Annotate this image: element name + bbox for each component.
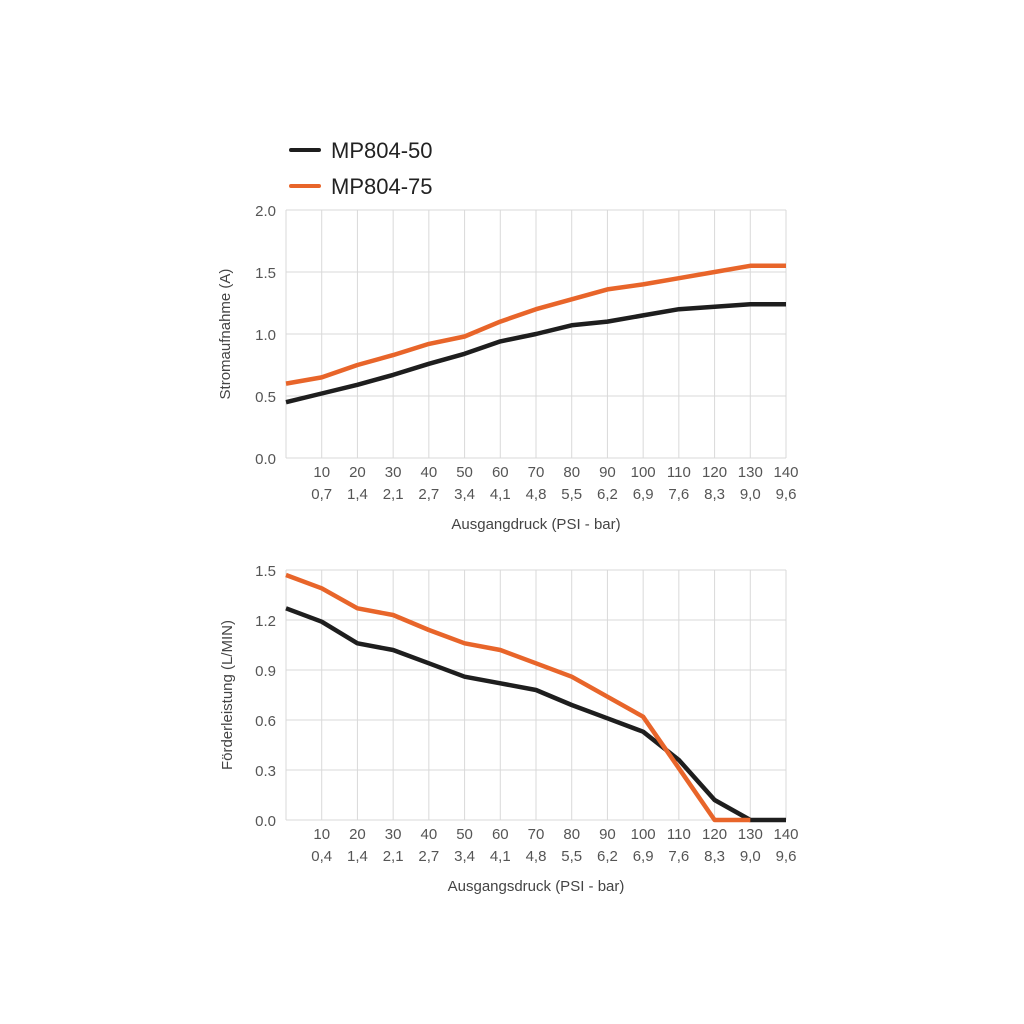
- x-tick-label-psi: 60: [492, 464, 509, 481]
- x-tick-label-psi: 100: [631, 464, 656, 481]
- x-tick-label-psi: 50: [456, 464, 473, 481]
- y-tick-label: 0.0: [255, 451, 276, 468]
- legend-label-2: MP804-75: [331, 174, 433, 199]
- current-draw-chart: 2.0 1.5 1.0 0.5 0.0 10 0,7 20 1,4 30 2,1 40 2,7 50 3,4…: [217, 203, 799, 533]
- x-tick-label-bar: 3,4: [454, 486, 475, 503]
- x-tick-label-psi: 80: [563, 464, 580, 481]
- x-tick-label-psi: 130: [738, 464, 763, 481]
- y-tick-label: 0.5: [255, 389, 276, 406]
- x-tick-label-bar: 7,6: [668, 848, 689, 865]
- x-tick-label-psi: 110: [667, 826, 691, 843]
- x-tick-label-psi: 90: [599, 464, 616, 481]
- x-tick-label-psi: 80: [563, 826, 580, 843]
- x-tick-label-psi: 10: [313, 826, 330, 843]
- x-tick-label-bar: 0,4: [311, 848, 332, 865]
- y-tick-label: 1.5: [255, 563, 276, 580]
- x-tick-label-bar: 0,7: [311, 486, 332, 503]
- x-tick-label-bar: 7,6: [668, 486, 689, 503]
- y-axis-title: Förderleistung (L/MIN): [219, 620, 236, 770]
- x-tick-label-psi: 140: [773, 464, 798, 481]
- y-tick-label: 2.0: [255, 203, 276, 220]
- series-line-mp804-75: [285, 572, 751, 823]
- x-tick-label-psi: 20: [349, 826, 366, 843]
- x-tick-label-psi: 120: [702, 826, 727, 843]
- flow-rate-chart: 1.5 1.2 0.9 0.6 0.3 0.0 10 0,4 20 1,4 30 2,1 40 2,7 50…: [219, 563, 799, 895]
- x-tick-label-bar: 9,0: [740, 848, 761, 865]
- x-tick-label-psi: 10: [313, 464, 330, 481]
- x-tick-label-psi: 90: [599, 826, 616, 843]
- y-tick-label: 1.0: [255, 327, 276, 344]
- x-tick-label-bar: 9,6: [776, 848, 797, 865]
- x-tick-label-bar: 8,3: [704, 848, 725, 865]
- y-tick-label: 0.3: [255, 763, 276, 780]
- x-tick-label-bar: 5,5: [561, 848, 582, 865]
- x-tick-label-psi: 70: [528, 826, 545, 843]
- x-tick-label-bar: 2,1: [383, 486, 404, 503]
- x-tick-label-psi: 130: [738, 826, 763, 843]
- x-tick-label-bar: 6,9: [633, 848, 654, 865]
- legend: MP804-50 MP804-75: [289, 138, 433, 199]
- x-tick-label-bar: 3,4: [454, 848, 475, 865]
- y-tick-label: 1.2: [255, 613, 276, 630]
- x-tick-label-psi: 50: [456, 826, 473, 843]
- x-tick-label-bar: 4,1: [490, 848, 511, 865]
- series-line-mp804-50: [285, 606, 786, 823]
- y-tick-label: 0.0: [255, 813, 276, 830]
- x-tick-label-bar: 9,0: [740, 486, 761, 503]
- x-axis-title: Ausgangdruck (PSI - bar): [451, 516, 620, 533]
- x-tick-label-psi: 20: [349, 464, 366, 481]
- x-tick-label-bar: 6,9: [633, 486, 654, 503]
- y-tick-label: 0.6: [255, 713, 276, 730]
- x-tick-label-psi: 70: [528, 464, 545, 481]
- x-tick-label-psi: 100: [631, 826, 656, 843]
- series-line-mp804-50: [285, 301, 786, 405]
- x-tick-label-psi: 30: [385, 826, 402, 843]
- x-tick-label-psi: 60: [492, 826, 509, 843]
- x-tick-label-bar: 4,1: [490, 486, 511, 503]
- series-line-mp804-75: [285, 263, 786, 386]
- x-tick-label-psi: 30: [385, 464, 402, 481]
- x-tick-label-bar: 1,4: [347, 848, 368, 865]
- x-tick-label-bar: 6,2: [597, 486, 618, 503]
- x-tick-label-bar: 5,5: [561, 486, 582, 503]
- x-tick-label-bar: 9,6: [776, 486, 797, 503]
- x-tick-label-bar: 2,1: [383, 848, 404, 865]
- x-tick-label-psi: 40: [421, 826, 438, 843]
- legend-label-1: MP804-50: [331, 138, 433, 163]
- x-axis-title: Ausgangsdruck (PSI - bar): [448, 878, 625, 895]
- x-tick-label-bar: 6,2: [597, 848, 618, 865]
- x-tick-label-bar: 2,7: [418, 486, 439, 503]
- y-axis-title: Stromaufnahme (A): [217, 269, 234, 400]
- x-tick-label-bar: 2,7: [418, 848, 439, 865]
- y-tick-label: 0.9: [255, 663, 276, 680]
- x-tick-label-psi: 120: [702, 464, 727, 481]
- x-tick-label-bar: 4,8: [526, 486, 547, 503]
- x-tick-label-bar: 1,4: [347, 486, 368, 503]
- x-tick-label-psi: 110: [667, 464, 691, 481]
- x-tick-label-bar: 8,3: [704, 486, 725, 503]
- x-tick-label-bar: 4,8: [526, 848, 547, 865]
- x-tick-label-psi: 140: [773, 826, 798, 843]
- x-tick-label-psi: 40: [421, 464, 438, 481]
- y-tick-label: 1.5: [255, 265, 276, 282]
